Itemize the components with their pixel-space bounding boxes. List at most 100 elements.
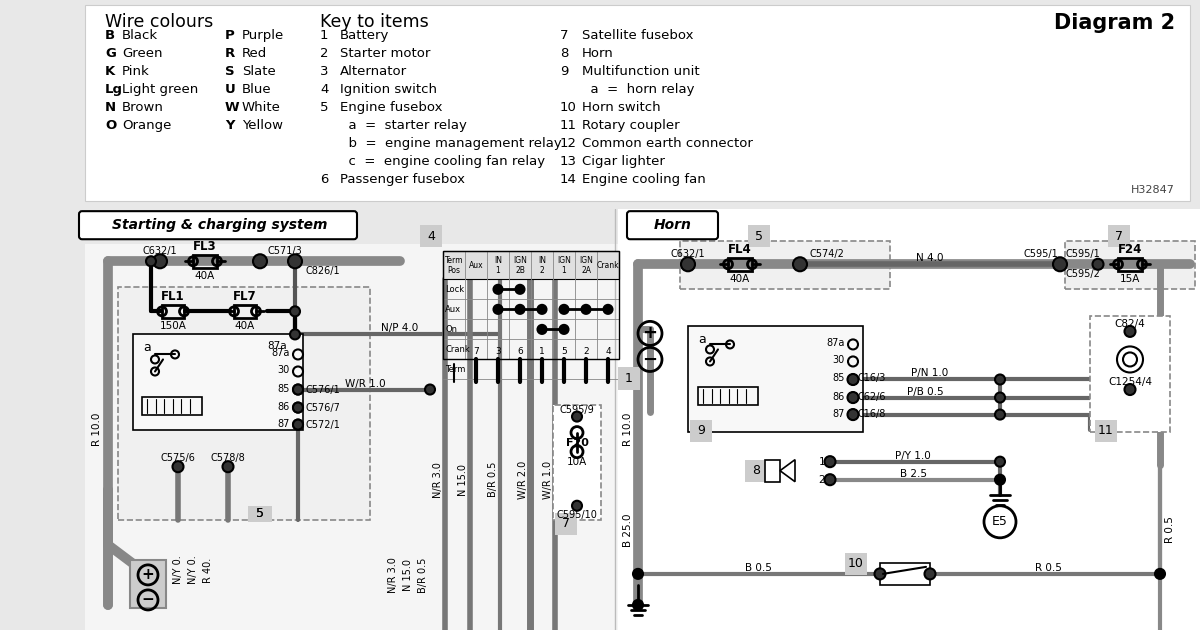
Text: R 10.0: R 10.0 [92, 413, 102, 446]
Text: C595/10: C595/10 [557, 510, 598, 520]
Text: B: B [106, 29, 115, 42]
Text: 14: 14 [560, 173, 577, 186]
Text: 87a: 87a [271, 348, 290, 358]
Text: 9: 9 [697, 424, 704, 437]
Circle shape [847, 409, 858, 420]
Circle shape [516, 305, 524, 314]
Circle shape [1124, 384, 1135, 395]
Text: c  =  engine cooling fan relay: c = engine cooling fan relay [340, 155, 545, 168]
Text: Aux: Aux [469, 261, 484, 270]
Text: N/R 3.0: N/R 3.0 [388, 557, 398, 593]
Text: −: − [642, 350, 658, 369]
Text: C1254/4: C1254/4 [1108, 377, 1152, 386]
Bar [745, 460, 767, 482]
Text: Horn: Horn [582, 47, 613, 60]
Text: 7: 7 [560, 29, 569, 42]
Text: F20: F20 [565, 438, 588, 448]
Bar [85, 244, 650, 630]
Text: Common earth connector: Common earth connector [582, 137, 752, 150]
Bar [554, 513, 577, 535]
Bar [162, 305, 184, 318]
Text: F24: F24 [1118, 243, 1142, 256]
Text: C632/1: C632/1 [671, 249, 706, 260]
Text: IGN
2B: IGN 2B [514, 256, 527, 275]
Bar [1118, 258, 1142, 271]
Text: 1: 1 [625, 372, 632, 385]
Circle shape [1154, 569, 1165, 579]
Text: 2: 2 [818, 474, 826, 484]
Text: P/N 1.0: P/N 1.0 [911, 369, 949, 379]
Text: 87: 87 [277, 418, 290, 428]
Text: C595/2: C595/2 [1066, 269, 1100, 279]
Text: Red: Red [242, 47, 268, 60]
Text: C576/7: C576/7 [305, 403, 340, 413]
Text: W/R 1.0: W/R 1.0 [344, 379, 385, 389]
Text: 40A: 40A [730, 274, 750, 284]
Circle shape [493, 305, 503, 314]
Text: 4: 4 [320, 83, 329, 96]
Circle shape [516, 285, 524, 294]
Text: N/Y 0.: N/Y 0. [188, 556, 198, 584]
Circle shape [924, 568, 936, 580]
Text: W/R 2.0: W/R 2.0 [518, 461, 528, 499]
Text: N 4.0: N 4.0 [917, 253, 943, 263]
Text: 86: 86 [833, 391, 845, 401]
Circle shape [995, 374, 1006, 384]
Circle shape [493, 285, 503, 294]
Circle shape [995, 457, 1006, 467]
Bar [728, 258, 752, 271]
Text: On: On [445, 325, 457, 334]
Text: b  =  engine management relay: b = engine management relay [340, 137, 562, 150]
Text: C576/1: C576/1 [305, 384, 340, 394]
Text: B/R 0.5: B/R 0.5 [488, 462, 498, 498]
Circle shape [984, 506, 1016, 538]
Text: Light green: Light green [122, 83, 198, 96]
Text: Rotary coupler: Rotary coupler [582, 119, 679, 132]
Circle shape [1124, 326, 1135, 337]
Text: a: a [143, 341, 151, 355]
Bar [193, 255, 217, 268]
Text: 5: 5 [320, 101, 329, 114]
Text: Crank: Crank [596, 261, 619, 270]
Text: C595/9: C595/9 [559, 404, 594, 415]
Circle shape [538, 325, 546, 334]
Text: 15A: 15A [1120, 274, 1140, 284]
Bar [420, 225, 442, 247]
Text: Brown: Brown [122, 101, 164, 114]
Circle shape [1054, 257, 1067, 272]
FancyBboxPatch shape [118, 287, 370, 520]
Text: +: + [142, 568, 155, 582]
Text: C82/4: C82/4 [1115, 319, 1145, 329]
Text: 1: 1 [320, 29, 329, 42]
Text: 11: 11 [560, 119, 577, 132]
Bar [142, 396, 202, 415]
Text: Satellite fusebox: Satellite fusebox [582, 29, 694, 42]
Text: N/P 4.0: N/P 4.0 [382, 323, 419, 333]
Text: 3: 3 [320, 65, 329, 78]
Text: 9: 9 [560, 65, 569, 78]
Text: Y: Y [226, 119, 234, 132]
Text: 87a: 87a [827, 338, 845, 348]
Text: Engine cooling fan: Engine cooling fan [582, 173, 706, 186]
FancyBboxPatch shape [1066, 241, 1195, 289]
Bar [133, 335, 302, 430]
Bar [1096, 420, 1117, 442]
Bar [880, 563, 930, 585]
Text: Yellow: Yellow [242, 119, 283, 132]
Text: N/R 3.0: N/R 3.0 [433, 462, 443, 498]
Text: Horn switch: Horn switch [582, 101, 661, 114]
Text: FL3: FL3 [193, 240, 217, 253]
Bar [618, 209, 1200, 630]
Text: −: − [142, 592, 155, 607]
Text: H32847: H32847 [1132, 185, 1175, 195]
Text: 30: 30 [277, 365, 290, 375]
Text: a  =  horn relay: a = horn relay [582, 83, 695, 96]
Text: 85: 85 [277, 384, 290, 394]
Text: S: S [226, 65, 235, 78]
FancyBboxPatch shape [79, 211, 358, 239]
Text: C575/6: C575/6 [161, 453, 196, 462]
Circle shape [604, 305, 612, 314]
Text: Green: Green [122, 47, 162, 60]
Text: a: a [698, 333, 706, 347]
Circle shape [995, 410, 1006, 420]
